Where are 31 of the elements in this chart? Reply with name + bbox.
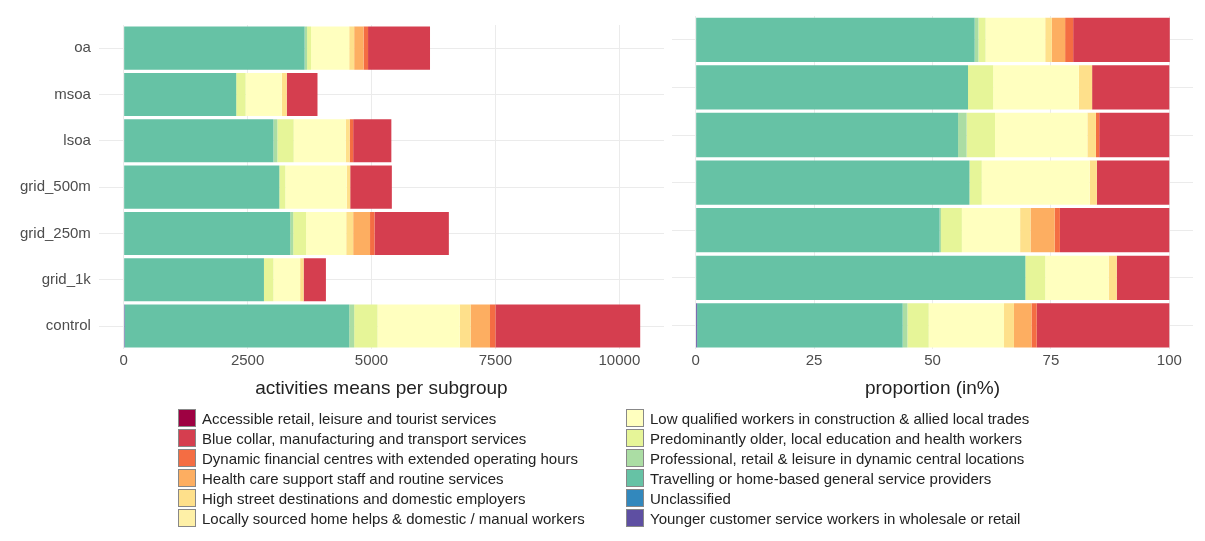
y-tick-label: oa <box>74 38 92 56</box>
x-tick-label: 100 <box>1156 351 1182 369</box>
legend-label: Low qualified workers in construction & allied local trades <box>650 409 1030 427</box>
x-axis-title: proportion (in%) <box>864 376 1001 398</box>
x-axis-title: activities means per subgroup <box>255 376 508 398</box>
legend-label: Accessible retail, leisure and tourist services <box>202 409 497 427</box>
legend-label: Locally sourced home helps & domestic / manual workers <box>202 509 585 527</box>
x-tick-label: 10000 <box>598 351 641 369</box>
legend-label: Dynamic financial centres with extended operating hours <box>202 449 579 467</box>
legend-label: Professional, retail & leisure in dynamic central locations <box>650 449 1025 467</box>
y-tick-label: grid_250m <box>19 223 91 241</box>
x-tick-label: 7500 <box>478 351 513 369</box>
y-tick-label: grid_500m <box>19 177 91 195</box>
x-tick-label: 0 <box>691 351 700 369</box>
y-tick-label: msoa <box>54 84 92 102</box>
x-tick-label: 0 <box>119 351 128 369</box>
legend-label: Younger customer service workers in wholesale or retail <box>650 509 1021 527</box>
y-tick-label: lsoa <box>63 130 92 148</box>
legend-label: Travelling or home-based general service providers <box>650 469 992 487</box>
x-tick-label: 75 <box>1042 351 1060 369</box>
legend-label: Predominantly older, local education and health workers <box>650 429 1022 447</box>
x-tick-label: 5000 <box>354 351 389 369</box>
x-tick-label: 50 <box>924 351 941 369</box>
legend-label: High street destinations and domestic employers <box>202 489 526 507</box>
legend-label: Blue collar, manufacturing and transport services <box>202 429 527 447</box>
x-tick-label: 25 <box>805 351 823 369</box>
y-tick-label: grid_1k <box>41 269 92 287</box>
legend-label: Unclassified <box>650 489 731 507</box>
legend-label: Health care support staff and routine services <box>202 469 504 487</box>
x-tick-label: 2500 <box>230 351 265 369</box>
y-tick-label: control <box>45 316 91 334</box>
